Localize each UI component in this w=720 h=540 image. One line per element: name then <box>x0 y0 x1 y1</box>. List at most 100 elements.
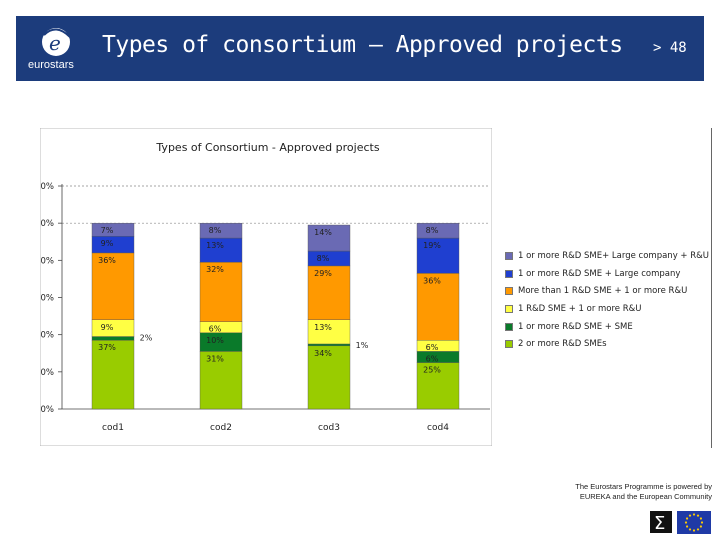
data-label: 6% <box>426 354 439 363</box>
page-title: Types of consortium – Approved projects <box>102 32 623 58</box>
bar-segment <box>416 273 460 341</box>
bar-segment <box>91 336 135 341</box>
eu-star-icon <box>688 514 692 517</box>
footer-line-2: EUREKA and the European Community <box>579 492 712 501</box>
data-label: 32% <box>206 265 224 274</box>
legend-label: 2 or more R&D SMEs <box>518 339 607 350</box>
eu-star-icon <box>696 528 700 531</box>
legend-label: 1 R&D SME + 1 or more R&U <box>518 303 642 314</box>
legend-label: 1 or more R&D SME + SME <box>518 321 633 332</box>
y-tick-label: 20% <box>40 368 54 378</box>
eu-star-icon <box>700 521 704 524</box>
eu-star-icon <box>699 525 703 528</box>
x-tick-label: cod4 <box>427 423 449 433</box>
legend-item: 1 R&D SME + 1 or more R&U <box>505 300 715 318</box>
legend-label: More than 1 R&D SME + 1 or more R&U <box>518 286 688 297</box>
bar-segment <box>307 224 351 252</box>
svg-text:e: e <box>49 31 61 55</box>
data-label: 7% <box>101 226 114 235</box>
legend-item: 1 or more R&D SME+ Large company + R&U <box>505 247 715 265</box>
bar-segment <box>416 237 460 274</box>
stacked-bar-chart: Types of Consortium - Approved projects … <box>30 127 493 447</box>
data-label: 31% <box>206 354 224 363</box>
data-label: 2% <box>140 334 153 343</box>
bar-segment <box>91 222 135 237</box>
logo-text: eurostars <box>28 59 74 71</box>
data-label: 19% <box>423 241 441 250</box>
header-bar <box>16 16 704 81</box>
svg-text:Σ: Σ <box>654 513 665 533</box>
legend-item: 2 or more R&D SMEs <box>505 335 715 353</box>
legend-item: 1 or more R&D SME + SME <box>505 318 715 336</box>
eu-star-icon <box>692 529 696 532</box>
bar-segment <box>416 362 460 410</box>
data-label: 6% <box>426 343 439 352</box>
chart-panel: Types of Consortium - Approved projects … <box>30 127 493 447</box>
data-label: 13% <box>206 241 224 250</box>
data-label: 25% <box>423 366 441 375</box>
eu-star-icon <box>696 514 700 517</box>
data-label: 36% <box>98 256 116 265</box>
bar-segment <box>199 351 243 410</box>
data-label: 37% <box>98 343 116 352</box>
legend-swatch <box>505 269 513 278</box>
bar-segment <box>199 261 243 322</box>
eu-star-icon <box>684 521 688 524</box>
eureka-sigma-icon: Σ <box>654 513 665 534</box>
eurostars-logo: e eurostars <box>22 25 90 75</box>
legend-swatch <box>505 340 513 349</box>
legend-label: 1 or more R&D SME+ Large company + R&U <box>518 250 710 261</box>
legend-swatch <box>505 304 513 313</box>
data-label: 10% <box>206 336 224 345</box>
data-label: 8% <box>426 226 439 235</box>
y-tick-label: 0% <box>41 405 55 415</box>
data-label: 34% <box>314 349 332 358</box>
data-label: 8% <box>317 254 330 263</box>
legend-swatch <box>505 322 513 331</box>
bar-segment <box>199 222 243 239</box>
eureka-logo: Σ <box>650 511 672 534</box>
x-tick-label: cod1 <box>102 423 124 433</box>
y-tick-label: 120% <box>40 182 54 192</box>
data-label: 9% <box>101 239 114 248</box>
legend-item: 1 or more R&D SME + Large company <box>505 265 715 283</box>
chart-title: Types of Consortium - Approved projects <box>155 141 379 154</box>
footer-text: The Eurostars Programme is powered by EU… <box>540 482 712 502</box>
data-label: 13% <box>314 323 332 332</box>
eurostars-logo-icon: e <box>42 28 71 56</box>
legend-item: More than 1 R&D SME + 1 or more R&U <box>505 282 715 300</box>
data-label: 1% <box>356 341 369 350</box>
eu-stars-icon <box>684 513 704 532</box>
page-number: > 48 <box>653 40 687 56</box>
eu-star-icon <box>699 517 703 520</box>
legend-swatch <box>505 287 513 296</box>
eu-star-icon <box>692 513 696 516</box>
bar-segment <box>199 237 243 263</box>
y-tick-label: 40% <box>40 331 54 341</box>
legend-label: 1 or more R&D SME + Large company <box>518 268 681 279</box>
data-label: 6% <box>209 325 222 334</box>
bar-segment <box>307 319 351 345</box>
data-label: 9% <box>101 323 114 332</box>
divider <box>711 128 712 448</box>
data-label: 14% <box>314 228 332 237</box>
bar-segment <box>307 265 351 321</box>
x-tick-label: cod3 <box>318 423 340 433</box>
y-tick-label: 100% <box>40 219 54 229</box>
data-label: 8% <box>209 226 222 235</box>
eu-star-icon <box>685 525 689 528</box>
data-label: 36% <box>423 276 441 285</box>
bar-segment <box>307 343 351 347</box>
y-tick-label: 80% <box>40 256 54 266</box>
chart-legend: 1 or more R&D SME+ Large company + R&U 1 … <box>505 247 715 353</box>
x-tick-label: cod2 <box>210 423 232 433</box>
bar-segment <box>416 222 460 239</box>
eu-flag <box>677 511 711 534</box>
eu-star-icon <box>688 528 692 531</box>
footer-line-1: The Eurostars Programme is powered by <box>575 482 712 491</box>
y-tick-label: 60% <box>40 294 54 304</box>
legend-swatch <box>505 251 513 260</box>
eu-star-icon <box>685 517 689 520</box>
bar-segment <box>307 345 351 410</box>
bar-segment <box>91 252 135 321</box>
